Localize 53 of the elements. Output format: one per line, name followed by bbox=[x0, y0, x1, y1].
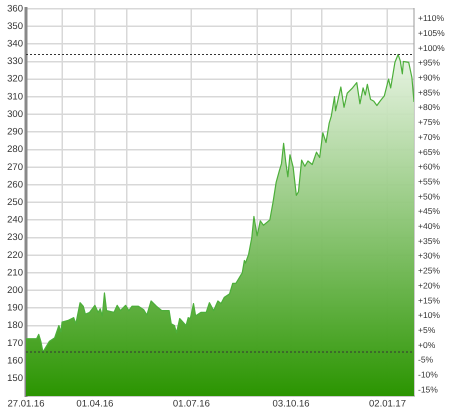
y2-tick-label: +10% bbox=[418, 310, 440, 320]
y2-tick-label: +55% bbox=[418, 176, 440, 186]
y-tick-label: 350 bbox=[7, 20, 23, 32]
y-tick-label: 280 bbox=[7, 144, 23, 156]
y-tick-label: 270 bbox=[7, 162, 23, 173]
y-tick-label: 330 bbox=[7, 56, 23, 68]
y2-tick-label: -15% bbox=[418, 384, 438, 394]
y-tick-label: 360 bbox=[7, 3, 23, 14]
y2-tick-label: +45% bbox=[418, 206, 440, 216]
x-tick-label: 02.01.17 bbox=[369, 398, 406, 410]
y2-tick-label: +65% bbox=[418, 146, 440, 157]
y-tick-label: 240 bbox=[7, 214, 23, 226]
y2-tick-label: +40% bbox=[418, 221, 440, 232]
y-tick-label: 160 bbox=[7, 355, 23, 366]
y2-tick-label: +95% bbox=[418, 58, 440, 68]
y2-tick-label: +50% bbox=[418, 191, 440, 202]
y2-tick-label: +0% bbox=[418, 340, 436, 350]
y-tick-label: 300 bbox=[7, 108, 23, 120]
y2-tick-label: +80% bbox=[418, 102, 440, 112]
y-tick-label: 260 bbox=[7, 179, 23, 190]
y-tick-label: 210 bbox=[7, 267, 23, 278]
y-tick-label: 170 bbox=[7, 338, 23, 349]
y-tick-label: 320 bbox=[7, 74, 23, 85]
y2-tick-label: +70% bbox=[418, 132, 440, 142]
x-tick-label: 01.07.16 bbox=[172, 398, 210, 410]
y-tick-label: 340 bbox=[7, 38, 23, 50]
y2-tick-label: +30% bbox=[418, 250, 440, 261]
y-tick-label: 220 bbox=[7, 250, 23, 261]
y2-tick-label: +15% bbox=[418, 295, 440, 306]
x-tick-label: 27.01.16 bbox=[8, 398, 44, 410]
y2-tick-label: +85% bbox=[418, 87, 440, 98]
y-tick-label: 190 bbox=[7, 302, 23, 314]
y2-tick-label: +90% bbox=[418, 72, 440, 83]
y2-tick-label: +5% bbox=[418, 325, 436, 335]
y2-tick-label: +60% bbox=[418, 162, 440, 172]
y2-tick-label: -5% bbox=[418, 354, 434, 365]
y2-tick-label: +25% bbox=[418, 266, 440, 276]
y-tick-label: 180 bbox=[7, 320, 23, 332]
y-tick-label: 310 bbox=[7, 91, 23, 102]
y-tick-label: 250 bbox=[7, 196, 23, 208]
y-tick-label: 230 bbox=[7, 232, 23, 244]
y2-tick-label: +20% bbox=[418, 280, 440, 290]
x-tick-label: 01.04.16 bbox=[76, 398, 114, 410]
y-tick-label: 290 bbox=[7, 126, 23, 138]
y-tick-label: 200 bbox=[7, 285, 23, 296]
x-tick-label: 03.10.16 bbox=[272, 398, 310, 410]
y2-tick-label: +75% bbox=[418, 117, 440, 128]
y2-tick-label: +35% bbox=[418, 236, 440, 246]
y-tick-label: 150 bbox=[7, 373, 23, 384]
y2-tick-label: -10% bbox=[418, 370, 438, 380]
y2-tick-label: +110% bbox=[418, 13, 445, 24]
y2-tick-label: +100% bbox=[418, 42, 446, 53]
y2-tick-label: +105% bbox=[418, 28, 446, 38]
